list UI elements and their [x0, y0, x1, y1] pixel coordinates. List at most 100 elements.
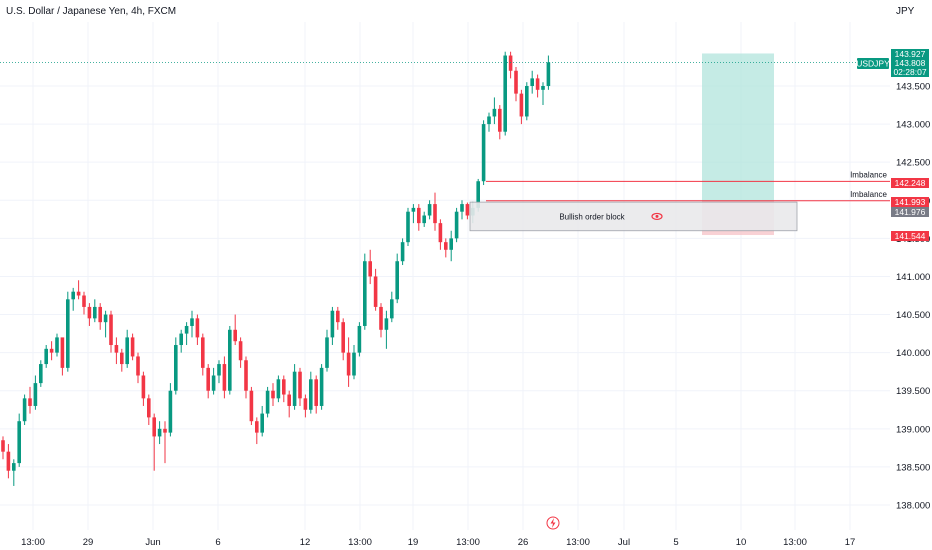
candle-body [449, 238, 453, 250]
candle-body [319, 367, 324, 406]
candle-body [55, 337, 59, 353]
candle-body [260, 413, 264, 433]
currency-label: JPY [896, 6, 915, 17]
price-tag-text: 142.248 [895, 178, 926, 188]
candle-body [444, 242, 448, 250]
candle-body [287, 394, 291, 406]
candle-body [17, 421, 21, 464]
candle-body [541, 86, 545, 90]
candle-body [411, 207, 416, 212]
candle-body [514, 70, 518, 94]
candle-body [265, 390, 270, 414]
candle-body [379, 306, 383, 330]
candle-body [22, 398, 27, 422]
x-tick-label: Jun [145, 537, 160, 548]
candle-body [336, 310, 340, 323]
candle-body [12, 463, 16, 471]
lightning-icon[interactable] [546, 516, 560, 530]
candle-body [271, 390, 275, 399]
x-tick-label: 12 [300, 537, 311, 548]
candle-body [422, 215, 426, 224]
candle-body [33, 383, 38, 406]
y-tick-label: 139.000 [896, 424, 930, 435]
price-tag-text: 141.976 [895, 207, 926, 217]
x-tick-label: 13:00 [348, 537, 372, 548]
annotations: Bullish order block Imbalance Imbalance [0, 62, 890, 232]
price-tag-text: 02:28:07 [893, 67, 926, 77]
y-tick-label: 143.500 [896, 82, 930, 93]
candle-body [363, 261, 367, 326]
candle-body [195, 318, 200, 338]
candle-body [330, 310, 335, 338]
candle-body [492, 108, 497, 117]
candle-body [201, 337, 205, 368]
candle-body [157, 428, 162, 437]
candle-body [93, 306, 97, 319]
imbalance-label: Imbalance [850, 190, 887, 199]
candle-body [168, 390, 173, 433]
candle-body [103, 314, 108, 323]
order-block-label: Bullish order block [559, 212, 625, 221]
candle-body [352, 352, 356, 376]
x-tick-label: 13:00 [456, 537, 480, 548]
y-tick-label: 142.500 [896, 158, 930, 169]
target-zone [702, 53, 774, 201]
candles [1, 51, 551, 486]
candle-body [346, 352, 351, 376]
candle-body [82, 295, 86, 307]
x-tick-label: 13:00 [566, 537, 590, 548]
candle-body [417, 207, 421, 224]
candle-body [174, 345, 178, 391]
candle-body [228, 329, 232, 391]
candle-body [39, 364, 43, 384]
candle-body [406, 211, 410, 243]
candle-body [217, 364, 221, 376]
y-axis: 138.000 138.500 139.000 139.500 140.000 140.5… [896, 82, 930, 512]
candle-body [465, 204, 470, 216]
x-tick-label: 6 [215, 537, 220, 548]
candle-body [1, 440, 5, 452]
candle-body [395, 261, 399, 300]
y-tick-label: 139.500 [896, 386, 930, 397]
candle-body [125, 337, 129, 365]
candle-body [508, 55, 513, 71]
price-tag-text: 143.927 [895, 49, 926, 59]
candle-body [184, 325, 189, 334]
x-tick-label: 29 [83, 537, 94, 548]
candle-body [454, 211, 459, 239]
x-tick-label: 13:00 [783, 537, 807, 548]
candle-body [114, 345, 119, 353]
y-tick-label: 140.000 [896, 348, 930, 359]
candle-body [525, 86, 529, 117]
x-tick-label: 13:00 [21, 537, 45, 548]
x-tick-label: 19 [408, 537, 419, 548]
candle-body [519, 93, 524, 117]
candle-body [325, 337, 329, 368]
symbol-tag-text: USDJPY [856, 59, 890, 69]
y-tick-label: 138.000 [896, 501, 930, 512]
price-tag [891, 178, 929, 188]
candle-body [136, 356, 140, 376]
candle-body [384, 318, 389, 330]
x-tick-label: 26 [518, 537, 529, 548]
candle-body [476, 181, 480, 208]
candle-body [390, 299, 394, 319]
candle-body [303, 398, 308, 410]
x-tick-label: 17 [845, 537, 856, 548]
candle-body [498, 108, 502, 132]
candle-body [276, 379, 281, 399]
price-tag-text: 141.993 [895, 197, 926, 207]
candle-body [400, 242, 405, 262]
x-axis: 13:00 29 Jun 6 12 13:00 19 13:00 26 13:00 Jul 5 10 13… [21, 516, 856, 548]
candle-body [76, 291, 81, 296]
eye-icon-pupil [655, 214, 659, 218]
candle-body [49, 348, 54, 353]
candle-body [163, 428, 167, 433]
candle-body [71, 291, 75, 300]
imbalance-label: Imbalance [850, 170, 887, 179]
candle-body [357, 325, 362, 353]
candle-body [87, 306, 92, 319]
candle-body [60, 337, 65, 368]
candle-body [190, 318, 194, 326]
